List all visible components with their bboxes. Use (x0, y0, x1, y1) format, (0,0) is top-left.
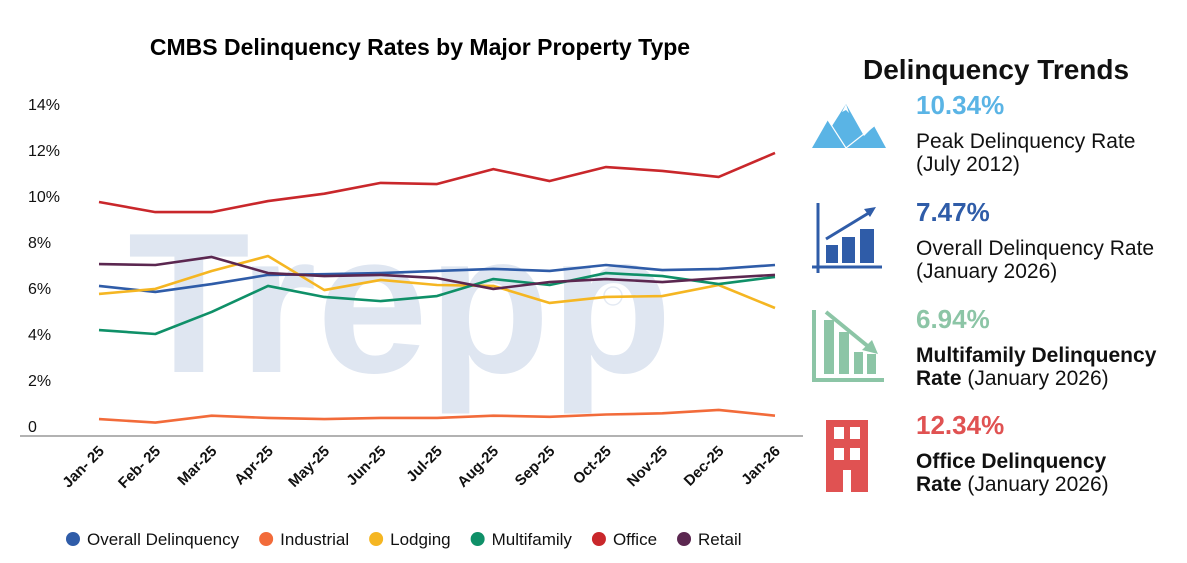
legend-item: Retail (677, 530, 742, 549)
series-line-lodging (98, 254, 776, 310)
x-tick-label: Jan- 25 (59, 443, 108, 492)
legend-label: Industrial (280, 530, 349, 549)
x-tick-label: Feb- 25 (115, 443, 164, 492)
y-tick-label: 0 (28, 419, 37, 436)
legend-swatch (369, 532, 384, 546)
trepp-watermark: Trepp (128, 192, 673, 415)
stat-label-line2: (July 2012) (916, 153, 1020, 176)
stat-peak: 10.34% Peak Delinquency Rate (July 2012) (810, 88, 1187, 188)
legend-swatch (470, 532, 485, 546)
stat-label-line1: Peak Delinquency Rate (916, 130, 1136, 153)
legend-swatch (591, 532, 606, 546)
y-tick-label: 4% (28, 327, 51, 344)
y-tick-label: 2% (28, 373, 51, 390)
legend-swatch (259, 532, 274, 546)
series-line-multifamily (98, 271, 776, 336)
stat-label-line2a: Rate (916, 473, 962, 496)
x-tick-label: Jun-25 (343, 443, 389, 489)
stat-label-line1: Office Delinquency (916, 450, 1107, 473)
legend-label: Office (613, 530, 657, 549)
series-line-retail (98, 255, 776, 291)
stat-overall: 7.47% Overall Delinquency Rate (January 2… (810, 195, 1187, 295)
line-chart: CMBS Delinquency Rates by Major Property… (20, 34, 803, 549)
legend-swatch (66, 532, 80, 546)
x-tick-label: Dec-25 (681, 443, 728, 490)
y-tick-label: 8% (28, 235, 51, 252)
chart-title: CMBS Delinquency Rates by Major Property… (150, 34, 690, 60)
series-line-industrial (98, 408, 776, 424)
x-tick-label: Sep-25 (512, 443, 559, 490)
bar-chart-down-icon (812, 310, 884, 382)
stat-label: Peak Delinquency Rate (July 2012) (916, 130, 1135, 176)
y-tick-label: 10% (28, 189, 60, 206)
stat-value: 6.94% (916, 304, 990, 334)
x-tick-label: Nov-25 (624, 443, 671, 490)
x-tick-label: Aug-25 (454, 443, 502, 491)
x-tick-label: Jul-25 (403, 443, 446, 486)
legend-label: Retail (698, 530, 741, 549)
legend-item: Overall Delinquency (66, 530, 240, 549)
y-tick-label: 6% (28, 281, 51, 298)
series-line-office (98, 151, 776, 214)
stat-label-line2a: Rate (916, 367, 962, 390)
stat-office: 12.34% Office Delinquency Rate (January 2… (810, 408, 1187, 508)
watermark-text: Trepp (128, 192, 673, 415)
series-line-overall-delinquency (98, 263, 776, 294)
stat-label-line2b: (January 2026) (961, 473, 1109, 496)
x-tick-label: Apr-25 (231, 443, 277, 489)
legend-item: Lodging (369, 530, 451, 549)
legend-item: Industrial (259, 530, 349, 549)
stat-value: 12.34% (916, 410, 1005, 440)
stat-label-line1: Multifamily Delinquency (916, 344, 1157, 367)
stat-label-line2: (January 2026) (916, 260, 1058, 283)
stat-label: Office Delinquency Rate (January 2026) (916, 450, 1109, 496)
legend-label: Overall Delinquency (87, 530, 240, 549)
stat-value: 7.47% (916, 197, 990, 227)
stat-value: 10.34% (916, 90, 1005, 120)
stat-label: Overall Delinquency Rate (January 2026) (916, 237, 1154, 283)
legend-label: Multifamily (492, 530, 573, 549)
mountain-icon (812, 104, 886, 148)
x-tick-label: Oct-25 (570, 443, 615, 488)
panel-title: Delinquency Trends (863, 54, 1130, 85)
x-tick-label: Mar-25 (174, 443, 220, 489)
legend-label: Lodging (390, 530, 451, 549)
stat-label: Multifamily Delinquency Rate (January 202… (916, 344, 1156, 390)
stat-label-line2b: (January 2026) (961, 367, 1109, 390)
stat-label-line1: Overall Delinquency Rate (916, 237, 1155, 260)
legend-item: Office (591, 530, 657, 549)
x-tick-label: Jan-26 (738, 443, 784, 489)
y-tick-label: 14% (28, 97, 60, 114)
y-tick-label: 12% (28, 143, 60, 160)
legend-item: Multifamily (470, 530, 573, 549)
bar-chart-up-icon (812, 203, 882, 273)
x-tick-label: May-25 (285, 443, 333, 491)
office-building-icon (826, 420, 868, 492)
stat-multifamily: 6.94% Multifamily Delinquency Rate (Janua… (810, 302, 1187, 402)
legend-swatch (677, 532, 692, 546)
